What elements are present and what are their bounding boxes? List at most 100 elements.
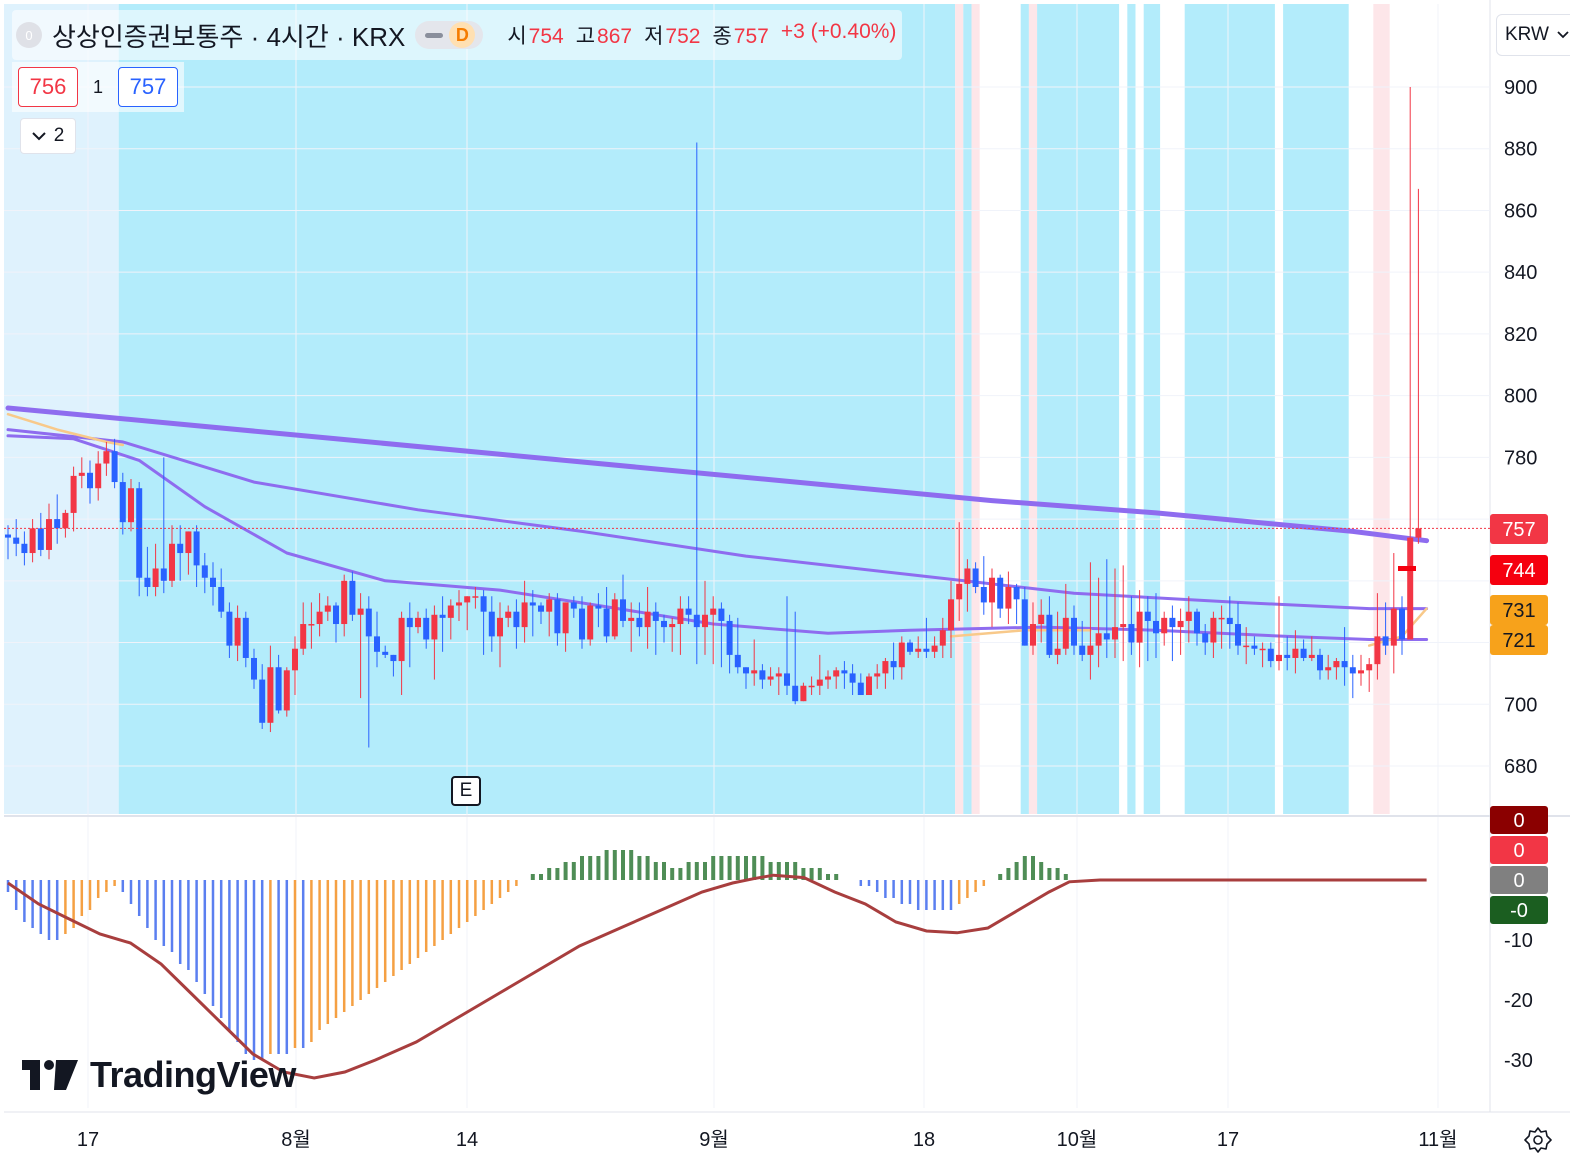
time-tick-label: 11월: [1418, 1128, 1457, 1151]
candle: [792, 611, 799, 705]
chart-settings-button[interactable]: [1522, 1124, 1554, 1156]
trade-quantity[interactable]: 1: [92, 76, 103, 97]
chevron-down-icon: [1557, 31, 1569, 39]
candle-body: [275, 667, 282, 711]
candle: [767, 667, 774, 686]
candle: [669, 617, 676, 652]
candle: [751, 639, 758, 686]
candle-body: [1038, 614, 1045, 625]
candle-body: [1128, 624, 1135, 643]
tradingview-logo-text: TradingView: [90, 1054, 296, 1095]
candle-body: [46, 519, 52, 550]
candle-body: [201, 565, 208, 578]
indicators-toggle-button[interactable]: 2: [20, 118, 76, 154]
candle-body: [210, 577, 216, 587]
tradingview-logo[interactable]: TradingView: [22, 1054, 296, 1096]
candle: [784, 596, 790, 696]
earnings-marker[interactable]: E: [451, 776, 481, 806]
candle: [177, 525, 184, 581]
candle-body: [808, 685, 815, 688]
candle: [1136, 590, 1143, 668]
ohlc-change: +3 (+0.40%): [780, 20, 897, 43]
candle: [816, 654, 823, 696]
candle-body: [1120, 624, 1127, 628]
oscillator-badge-text: 0: [1513, 810, 1524, 832]
candle: [505, 605, 512, 628]
candle-body: [1177, 620, 1184, 628]
candle-body: [570, 602, 577, 609]
time-tick-label: 10월: [1057, 1128, 1098, 1151]
candle-body: [882, 661, 889, 674]
candle-body: [62, 512, 69, 529]
candle: [898, 636, 905, 680]
oscillator-value-badge: 0: [1490, 866, 1548, 894]
candle: [1046, 596, 1053, 658]
candle: [636, 602, 643, 637]
candle: [866, 673, 872, 696]
candle: [382, 645, 389, 658]
candle: [1382, 602, 1389, 655]
candle-body: [1358, 670, 1364, 674]
candle-body: [128, 488, 134, 523]
candle: [1259, 642, 1266, 668]
price-label-badge: 744: [1490, 555, 1548, 585]
highlight-zone-blue: [118, 4, 956, 814]
candle-body: [849, 673, 856, 683]
candle: [472, 586, 479, 609]
price-tick-label: 880: [1504, 139, 1537, 161]
candle-body: [1210, 617, 1217, 643]
candle: [620, 574, 626, 628]
candle: [1325, 654, 1332, 680]
candle: [1243, 627, 1250, 665]
candle: [46, 503, 52, 560]
candle-body: [185, 531, 192, 554]
ohlc-low: 저752: [644, 25, 701, 48]
candle-body: [324, 605, 331, 612]
candle-body: [283, 670, 290, 711]
candle-body: [1005, 586, 1012, 609]
candle: [1128, 596, 1135, 655]
highlight-zone-blue: [1020, 4, 1029, 814]
oscillator-tick-label: -20: [1504, 990, 1533, 1012]
candle: [456, 590, 462, 621]
currency-select[interactable]: KRW: [1496, 14, 1570, 56]
candle-body: [1185, 611, 1192, 621]
price-label-badge: 731: [1490, 595, 1548, 625]
candle-body: [480, 596, 487, 612]
symbol-title[interactable]: 상상인증권보통주 · 4시간 · KRX: [52, 21, 406, 52]
candle: [1177, 608, 1184, 655]
price-tick-label: 840: [1504, 262, 1537, 284]
candle-body: [636, 617, 643, 628]
candle: [152, 543, 159, 597]
candle: [333, 602, 339, 643]
candle: [283, 667, 290, 717]
candle-body: [611, 599, 618, 637]
candle: [734, 617, 741, 674]
candle: [595, 593, 602, 628]
candle-body: [595, 605, 602, 609]
candle-body: [554, 599, 561, 634]
candle: [54, 494, 61, 544]
candle-body: [1218, 617, 1225, 620]
candle-body: [193, 531, 200, 566]
candle: [1112, 568, 1118, 658]
candle: [103, 441, 110, 476]
candle-body: [21, 543, 28, 554]
delayed-data-badge[interactable]: D: [449, 22, 476, 48]
candle: [1071, 605, 1077, 655]
market-status-pill[interactable]: D: [415, 21, 484, 49]
candle-body: [866, 676, 872, 696]
candle-body: [1194, 611, 1200, 634]
candle-body: [669, 624, 676, 628]
candle: [95, 451, 102, 501]
buy-button[interactable]: 757: [118, 67, 178, 107]
candle-body: [374, 636, 380, 652]
ohlc-high: 고867: [575, 25, 633, 48]
candle: [759, 664, 766, 689]
sell-button[interactable]: 756: [18, 67, 78, 107]
candle: [997, 574, 1004, 618]
candle: [497, 602, 503, 668]
candle-body: [628, 617, 635, 621]
